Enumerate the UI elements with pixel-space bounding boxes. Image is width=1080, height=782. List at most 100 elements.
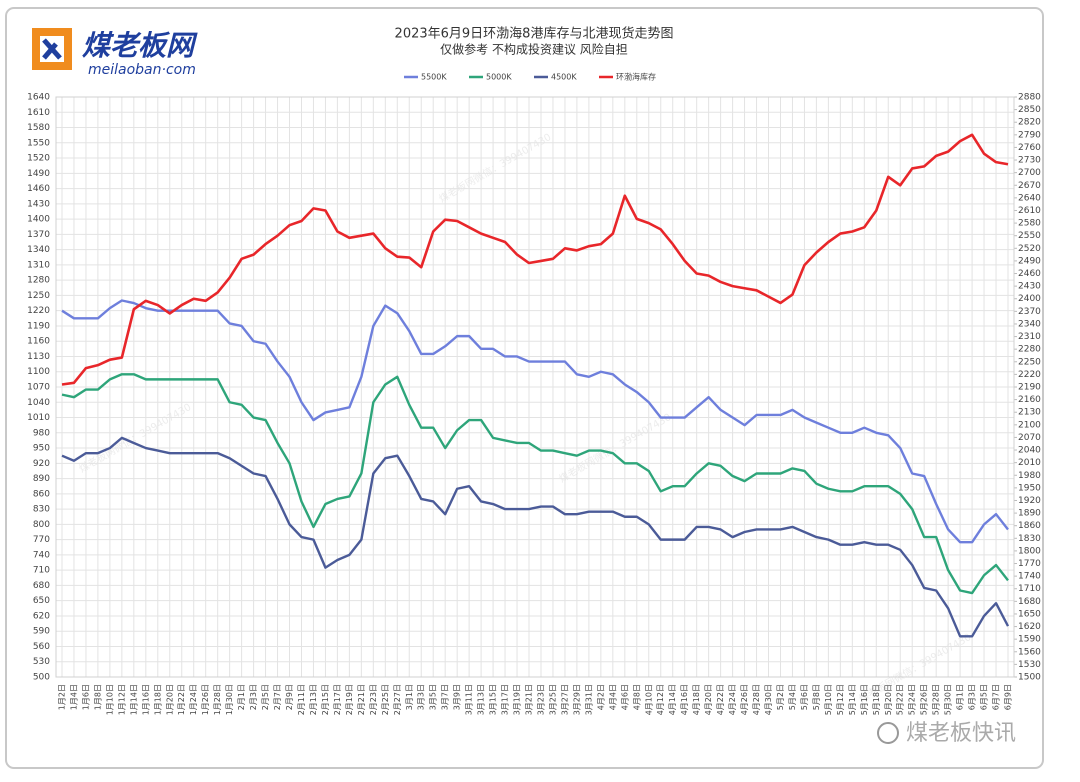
- legend-label: 环渤海库存: [616, 72, 656, 82]
- x-tick-label: 3月3日: [417, 684, 426, 710]
- x-tick-label: 4月20日: [704, 684, 713, 715]
- x-tick-label: 3月27日: [560, 684, 569, 715]
- legend-label: 5000K: [486, 73, 512, 82]
- y-tick-label: 1400: [27, 215, 50, 225]
- x-tick-label: 6月5日: [980, 684, 989, 710]
- chart-title: 2023年6月9日环渤海8港库存与北港现货走势图: [395, 26, 674, 42]
- y2-tick-label: 1710: [1018, 584, 1041, 594]
- x-tick-label: 3月13日: [477, 684, 486, 715]
- x-tick-label: 1月16日: [141, 684, 150, 715]
- y2-tick-label: 2880: [1018, 93, 1041, 103]
- x-tick-label: 1月8日: [93, 684, 102, 710]
- y2-tick-label: 2820: [1018, 118, 1041, 128]
- y2-tick-label: 2700: [1018, 168, 1041, 178]
- x-tick-label: 1月12日: [117, 684, 126, 715]
- y-tick-label: 1550: [27, 138, 50, 148]
- y2-tick-label: 1830: [1018, 534, 1041, 544]
- y-tick-label: 890: [33, 474, 50, 484]
- x-tick-label: 2月11日: [297, 684, 306, 715]
- x-tick-label: 4月26日: [740, 684, 749, 715]
- legend-label: 4500K: [551, 73, 577, 82]
- y2-tick-label: 2340: [1018, 319, 1041, 329]
- series-line: [61, 133, 1009, 386]
- x-tick-label: 4月18日: [692, 684, 701, 715]
- y-tick-label: 1220: [27, 306, 50, 316]
- x-tick-label: 4月24日: [728, 684, 737, 715]
- x-tick-label: 1月20日: [165, 684, 174, 715]
- x-tick-label: 1月14日: [129, 684, 138, 715]
- legend-label: 5500K: [421, 73, 447, 82]
- logo-mark: [42, 38, 62, 60]
- x-tick-label: 3月19日: [513, 684, 522, 715]
- y2-tick-label: 1680: [1018, 597, 1041, 607]
- y2-tick-label: 2370: [1018, 307, 1041, 317]
- x-tick-label: 2月1日: [237, 684, 246, 710]
- x-tick-label: 3月7日: [441, 684, 450, 710]
- x-tick-label: 3月21日: [525, 684, 534, 715]
- x-tick-label: 6月7日: [992, 684, 1001, 710]
- x-tick-label: 4月16日: [680, 684, 689, 715]
- y-tick-label: 1460: [27, 184, 50, 194]
- x-tick-label: 2月5日: [261, 684, 270, 710]
- y-tick-label: 770: [33, 535, 50, 545]
- x-tick-label: 5月14日: [848, 684, 857, 715]
- x-tick-label: 5月28日: [932, 684, 941, 715]
- y2-tick-label: 2490: [1018, 256, 1041, 266]
- y2-tick-label: 1980: [1018, 471, 1041, 481]
- x-tick-label: 3月1日: [405, 684, 414, 710]
- x-tick-label: 5月4日: [788, 684, 797, 710]
- y-tick-label: 500: [33, 673, 50, 683]
- x-tick-label: 4月8日: [632, 684, 641, 710]
- x-tick-label: 4月2日: [596, 684, 605, 710]
- y2-tick-label: 2640: [1018, 193, 1041, 203]
- y2-tick-label: 1860: [1018, 521, 1041, 531]
- y-tick-label: 920: [33, 459, 50, 469]
- y2-tick-label: 1950: [1018, 483, 1041, 493]
- x-tick-label: 2月13日: [309, 684, 318, 715]
- x-tick-label: 1月24日: [189, 684, 198, 715]
- y-tick-label: 1340: [27, 245, 50, 255]
- x-tick-label: 3月31日: [584, 684, 593, 715]
- x-tick-label: 2月9日: [285, 684, 294, 710]
- x-tick-label: 3月25日: [548, 684, 557, 715]
- y2-tick-label: 2220: [1018, 370, 1041, 380]
- x-tick-label: 5月24日: [908, 684, 917, 715]
- y2-tick-label: 1800: [1018, 546, 1041, 556]
- logo-name: 煤老板网: [82, 29, 198, 62]
- y2-tick-label: 1560: [1018, 647, 1041, 657]
- x-tick-label: 2月21日: [357, 684, 366, 715]
- y-tick-label: 1160: [27, 337, 50, 347]
- plot-border: [55, 96, 1015, 678]
- x-tick-label: 5月12日: [836, 684, 845, 715]
- x-tick-label: 4月30日: [764, 684, 773, 715]
- y2-tick-label: 1890: [1018, 509, 1041, 519]
- y-tick-label: 590: [33, 627, 50, 637]
- series-line: [61, 436, 1010, 638]
- y2-tick-label: 2550: [1018, 231, 1041, 241]
- y-tick-label: 710: [33, 566, 50, 576]
- y2-tick-label: 2850: [1018, 105, 1041, 115]
- y2-tick-label: 2130: [1018, 408, 1041, 418]
- x-tick-label: 6月9日: [1004, 684, 1013, 710]
- x-tick-label: 5月18日: [872, 684, 881, 715]
- y-tick-label: 1370: [27, 230, 50, 240]
- y-tick-label: 1640: [27, 93, 50, 103]
- x-tick-label: 2月27日: [393, 684, 402, 715]
- y2-tick-label: 1530: [1018, 660, 1041, 670]
- y-tick-label: 1070: [27, 383, 50, 393]
- y-tick-label: 1490: [27, 169, 50, 179]
- frame: [5, 7, 1044, 769]
- x-tick-label: 6月1日: [956, 684, 965, 710]
- y-tick-label: 1040: [27, 398, 50, 408]
- x-tick-label: 1月4日: [69, 684, 78, 710]
- y-tick-label: 650: [33, 596, 50, 606]
- footer-brand: 煤老板快讯: [877, 721, 1016, 746]
- x-tick-label: 5月26日: [920, 684, 929, 715]
- y2-tick-label: 1740: [1018, 572, 1041, 582]
- y2-tick-label: 2520: [1018, 244, 1041, 254]
- y2-tick-label: 2310: [1018, 332, 1041, 342]
- y-tick-label: 1580: [27, 123, 50, 133]
- y2-tick-label: 2580: [1018, 219, 1041, 229]
- x-tick-label: 1月2日: [57, 684, 66, 710]
- x-tick-label: 4月22日: [716, 684, 725, 715]
